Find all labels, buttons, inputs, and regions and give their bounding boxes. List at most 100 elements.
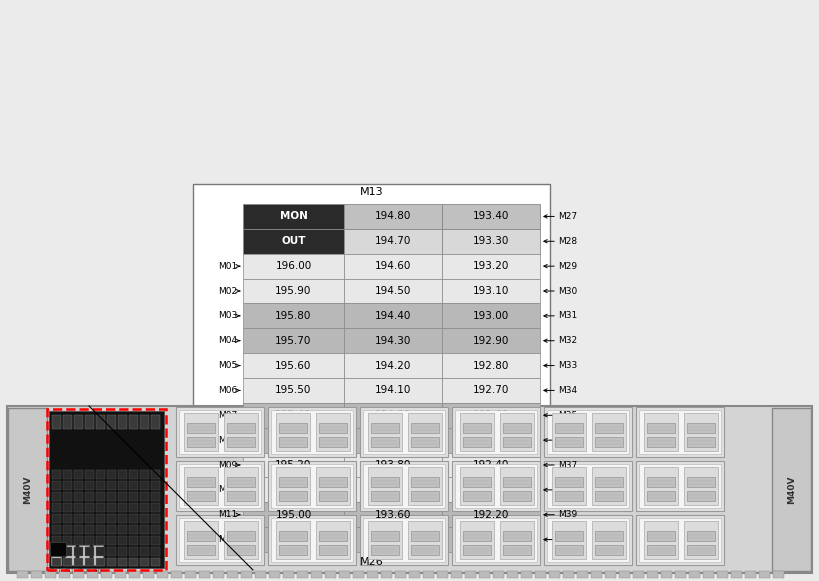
Bar	[243, 527, 344, 552]
Bar	[243, 328, 344, 353]
Bar	[85, 514, 94, 523]
Bar	[344, 453, 442, 478]
Bar	[592, 413, 626, 451]
Bar	[636, 407, 724, 457]
Bar	[442, 353, 540, 378]
Text: M33: M33	[558, 361, 577, 370]
Bar	[129, 558, 138, 566]
Bar	[140, 536, 149, 545]
Text: M38: M38	[558, 485, 577, 494]
Bar	[703, 571, 714, 578]
Bar	[552, 521, 586, 559]
Bar	[371, 423, 399, 433]
Text: 194.90: 194.90	[275, 535, 312, 544]
Bar	[47, 409, 166, 570]
Bar	[442, 229, 540, 254]
Bar	[269, 571, 280, 578]
Text: 193.50: 193.50	[375, 535, 411, 544]
Bar	[547, 410, 629, 454]
Bar	[619, 571, 630, 578]
Bar	[171, 571, 182, 578]
Bar	[96, 514, 105, 523]
Bar	[647, 437, 675, 447]
Bar	[85, 415, 94, 429]
Text: 195.20: 195.20	[275, 460, 312, 470]
Bar	[503, 423, 531, 433]
Bar	[79, 545, 89, 565]
Bar	[129, 470, 138, 479]
Bar	[107, 514, 116, 523]
Bar	[184, 467, 218, 505]
Bar	[276, 413, 310, 451]
Bar	[455, 518, 537, 562]
Bar	[243, 353, 344, 378]
Bar	[442, 503, 540, 527]
Bar	[684, 467, 718, 505]
Bar	[243, 254, 344, 278]
Bar	[96, 470, 105, 479]
Text: 193.70: 193.70	[375, 485, 411, 495]
Bar	[595, 531, 623, 541]
Bar	[179, 410, 261, 454]
Bar	[368, 521, 402, 559]
Bar	[595, 423, 623, 433]
Bar	[96, 558, 105, 566]
Bar	[442, 278, 540, 303]
Bar	[129, 525, 138, 534]
Bar	[184, 413, 218, 451]
Bar	[344, 403, 442, 428]
Bar	[63, 470, 72, 479]
Bar	[381, 571, 392, 578]
Text: 192.90: 192.90	[473, 336, 509, 346]
Bar	[74, 470, 83, 479]
Bar	[268, 515, 356, 565]
Bar	[360, 407, 448, 457]
Bar	[344, 428, 442, 453]
Bar	[118, 492, 127, 501]
Bar	[74, 525, 83, 534]
Text: M11: M11	[218, 510, 237, 519]
Bar	[319, 491, 347, 501]
Bar	[409, 571, 420, 578]
Bar	[279, 531, 307, 541]
Bar	[224, 521, 258, 559]
Bar	[129, 571, 140, 578]
Text: SRV: SRV	[93, 568, 103, 573]
Bar	[411, 477, 439, 487]
Text: 192.50: 192.50	[473, 435, 509, 445]
Text: 195.10: 195.10	[275, 485, 312, 495]
Bar	[442, 453, 540, 478]
Bar	[63, 492, 72, 501]
Bar	[547, 518, 629, 562]
Bar	[636, 461, 724, 511]
Bar	[129, 503, 138, 512]
Bar	[591, 571, 602, 578]
Bar	[463, 545, 491, 555]
Bar	[52, 415, 61, 429]
Bar	[452, 461, 540, 511]
Bar	[577, 571, 588, 578]
Bar	[176, 515, 264, 565]
Bar	[157, 571, 168, 578]
Bar	[74, 558, 83, 566]
Bar	[687, 491, 715, 501]
Bar	[63, 536, 72, 545]
Bar	[555, 531, 583, 541]
Bar	[684, 521, 718, 559]
Bar	[213, 571, 224, 578]
Bar	[503, 531, 531, 541]
Bar	[7, 406, 812, 573]
Bar	[647, 545, 675, 555]
Bar	[772, 408, 811, 571]
Bar	[552, 467, 586, 505]
Bar	[85, 558, 94, 566]
Bar	[500, 521, 534, 559]
Text: 193.80: 193.80	[375, 460, 411, 470]
Bar	[639, 518, 721, 562]
Bar	[52, 492, 61, 501]
Bar	[344, 278, 442, 303]
Text: OUT: OUT	[281, 236, 305, 246]
Bar	[118, 514, 127, 523]
Bar	[647, 491, 675, 501]
Bar	[107, 536, 116, 545]
